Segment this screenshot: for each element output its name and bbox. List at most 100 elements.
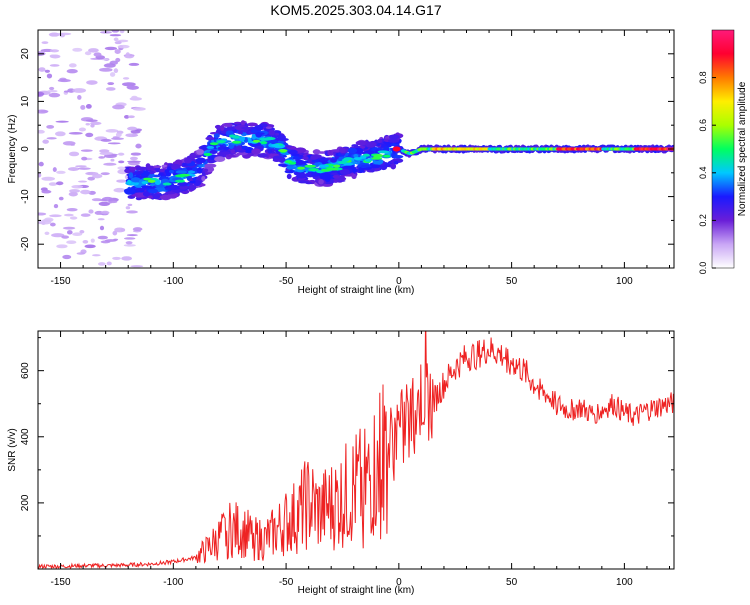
spectrogram-cell (141, 181, 149, 185)
spectrogram-cell (147, 188, 159, 194)
spectrogram-cell (125, 52, 130, 58)
spectrogram-cell (48, 32, 60, 37)
spectrogram-cell (42, 139, 49, 144)
spectrogram-cell (76, 252, 86, 255)
spectrogram-cell (337, 161, 347, 165)
spectrogram-cell (98, 201, 111, 206)
spectrogram-cell (272, 158, 282, 163)
spectrogram-cell (214, 156, 226, 162)
colorbar: 0.0 0.2 0.4 0.6 0.8 Normalized spectral ampl… (698, 29, 748, 275)
spectrogram-cell (195, 157, 207, 163)
spectrogram-cell (286, 173, 292, 180)
spectrogram-cell (72, 47, 83, 52)
spectrogram-cell (47, 89, 58, 93)
snr-x-tick-label: -100 (163, 577, 183, 588)
spectrogram-cell (213, 133, 220, 139)
spectrogram-cell (85, 123, 91, 126)
spectrogram-cell (38, 129, 45, 134)
spectrogram-cell (196, 167, 203, 174)
spectrogram-cell (38, 67, 46, 72)
spectrogram-cell (265, 126, 273, 129)
spectrogram-cell (271, 143, 280, 147)
spectrogram-cell (234, 153, 241, 157)
spectrogram-cell (318, 179, 324, 185)
spectrogram-cell (225, 127, 236, 131)
spectrogram-cell (358, 166, 365, 173)
spectrogram-cell (117, 44, 130, 49)
spectrogram-cell (38, 172, 42, 178)
spectrogram-cell (259, 137, 271, 141)
spectrogram-cell (126, 179, 132, 185)
spectrogram-cell (221, 122, 233, 127)
spectrogram-cell (377, 138, 383, 144)
spectrogram-cell (49, 49, 60, 53)
spectrogram-cell (254, 125, 264, 131)
spectrogram-cell (110, 158, 115, 162)
colorbar-tick-label: 0.8 (698, 71, 708, 84)
snr-y-tick-label: 600 (20, 362, 31, 379)
spectrogram-cell (277, 137, 289, 142)
spectrogram-cell (188, 170, 196, 174)
spectrogram-cell (365, 151, 374, 154)
spectrogram-cell (103, 162, 117, 166)
spectrogram-cell (62, 226, 76, 230)
spectrogram-cell (77, 95, 82, 100)
spectrogram-cell (377, 150, 389, 154)
spectrogram-cell (171, 164, 181, 169)
spectrogram-y-tick-label: 10 (20, 95, 31, 107)
spectrogram-cell (230, 149, 235, 153)
snr-y-axis: 200 400 600 (20, 337, 674, 570)
colorbar-tick-label: 0.0 (698, 262, 708, 275)
spectrogram-cell (260, 141, 268, 145)
spectrogram-cell (69, 189, 81, 193)
spectrogram-cell (284, 160, 293, 164)
spectrogram-cell (251, 148, 261, 155)
spectrogram-cell (206, 145, 215, 149)
spectrogram-cell (128, 62, 140, 66)
spectrogram-cell (238, 136, 246, 142)
spectrogram-cell (338, 147, 346, 154)
spectrogram-cell (136, 166, 148, 171)
spectrogram-cell (191, 167, 199, 172)
spectrogram-cell (109, 34, 122, 37)
spectrogram-cell (393, 160, 399, 165)
spectrogram-cell (216, 140, 226, 144)
spectrogram-cell (189, 180, 196, 184)
spectrogram-cell (121, 256, 133, 261)
spectrogram-cell (310, 155, 319, 160)
spectrogram-cell (100, 210, 110, 215)
spectrogram-cell (79, 229, 85, 234)
spectrogram-cell (373, 154, 381, 158)
spectrogram-cell (127, 203, 133, 207)
spectrogram-cell (91, 198, 102, 202)
colorbar-label: Normalized spectral amplitude (737, 81, 748, 216)
spectrogram-cell (86, 80, 98, 85)
spectrogram-y-tick-label: 20 (20, 48, 31, 60)
spectrogram-cell (135, 143, 142, 149)
spectrogram-cell (118, 160, 125, 164)
spectrogram-cell (48, 182, 58, 186)
spectrogram-cell (80, 105, 86, 110)
spectrogram-cell (371, 156, 383, 160)
colorbar-gradient (711, 29, 735, 269)
spectrogram-cell (99, 151, 114, 156)
spectrogram-cell (129, 156, 138, 161)
spectrogram-cell (41, 189, 52, 194)
spectrogram-cell (393, 155, 404, 159)
spectrogram-cell (121, 82, 136, 87)
spectrogram-cell (130, 182, 139, 186)
spectrogram-cell (84, 244, 96, 249)
spectrogram-cell (327, 149, 332, 156)
spectrogram-cell (131, 193, 138, 197)
spectrogram-y-tick-label: -10 (20, 189, 31, 204)
spectrogram-cell (46, 125, 55, 129)
spectrogram-cell (297, 180, 309, 184)
spectrogram-cell (103, 154, 117, 158)
spectrogram-y-tick-label: 0 (20, 146, 31, 152)
spectrogram-cell (112, 104, 125, 110)
spectrogram-cell (48, 92, 61, 98)
spectrogram-cell (85, 119, 98, 123)
